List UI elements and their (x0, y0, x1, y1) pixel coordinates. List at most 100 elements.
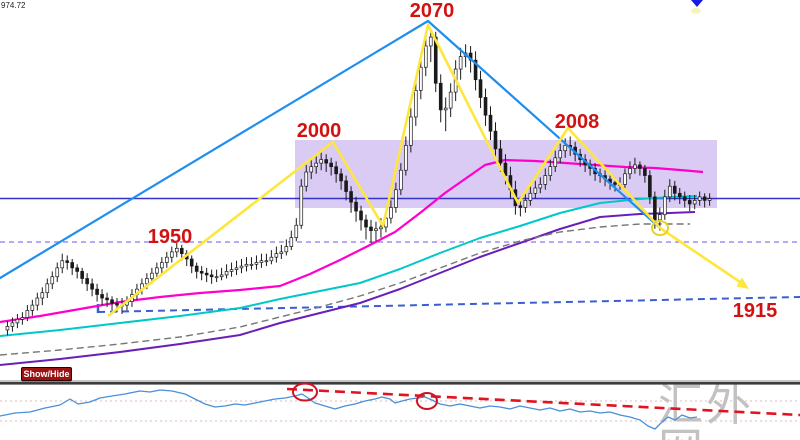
candle-body (284, 246, 289, 253)
candle-body (25, 310, 30, 318)
candle-body (702, 196, 707, 201)
rising-blue (0, 19, 430, 280)
candle-body (349, 191, 353, 203)
candle-body (145, 278, 149, 285)
candle-body (334, 166, 338, 175)
candle-body (548, 166, 553, 176)
candle-body (409, 116, 413, 146)
candle-body (110, 299, 114, 304)
candle-body (533, 187, 538, 194)
candle-body (160, 262, 164, 269)
oscillator-line (0, 389, 698, 430)
candle-body (553, 157, 558, 168)
candle-body (488, 114, 493, 132)
candle-body (672, 185, 677, 194)
candle-body (5, 326, 10, 331)
candle-body (20, 317, 25, 320)
candle-body (65, 260, 70, 263)
candle-body (169, 251, 174, 258)
candle-body (309, 166, 314, 173)
candle-body (528, 192, 533, 201)
show-hide-button[interactable]: Show/Hide (21, 367, 72, 381)
candle-body (40, 292, 45, 299)
candle-body (613, 182, 617, 185)
candle-body (707, 198, 712, 201)
candle-body (399, 169, 403, 191)
candle-body (199, 271, 204, 274)
candle-body (294, 224, 299, 239)
candle-body (155, 267, 159, 274)
candle-body (677, 192, 682, 198)
yellow-smudge (691, 8, 701, 14)
candle-body (179, 247, 184, 254)
candle-body (643, 168, 647, 176)
panel-separator-dark (0, 382, 800, 385)
candle-body (289, 237, 294, 247)
ma-purple (0, 211, 696, 366)
candle-body (563, 145, 568, 152)
candle-body (80, 271, 84, 279)
candle-body (648, 175, 652, 198)
candle-body (209, 274, 214, 278)
candle-body (443, 107, 448, 111)
candle-body (50, 276, 55, 285)
candle-body (314, 162, 319, 168)
candle-body (379, 226, 383, 230)
candle-body (418, 66, 423, 91)
candle-body (264, 260, 269, 263)
candle-body (538, 184, 543, 189)
candle-body (234, 267, 239, 270)
candle-body (438, 82, 443, 111)
candle-body (189, 258, 194, 267)
candle-body (194, 265, 199, 272)
candle-body (633, 164, 637, 169)
candle-body (653, 196, 657, 221)
candle-body (100, 294, 104, 299)
candle-body (663, 196, 667, 215)
candle-body (404, 145, 408, 171)
zigzag-arrow-head (736, 277, 749, 289)
candle-body (473, 59, 478, 81)
candle-body (174, 247, 179, 253)
dashed-level-1915 (97, 296, 800, 313)
candle-body (35, 297, 40, 306)
candle-body (389, 207, 393, 219)
candle-body (95, 288, 99, 295)
candle-body (623, 173, 627, 185)
blue-down-arrow-icon (691, 0, 703, 7)
candle-body (304, 171, 309, 187)
candle-body (150, 272, 154, 279)
candle-body (359, 210, 363, 221)
candle-body (239, 265, 244, 269)
candle-body (249, 263, 254, 266)
candle-body (90, 283, 94, 290)
candle-body (55, 267, 60, 278)
candle-body (697, 196, 702, 201)
candle-body (458, 56, 463, 70)
candle-body (339, 173, 343, 182)
candle-body (244, 263, 249, 267)
candle-body (687, 200, 692, 205)
candle-body (15, 318, 20, 324)
zigzag-arrow-shaft (659, 226, 747, 288)
ma-magenta (0, 158, 704, 324)
price-annotation-2008: 2008 (554, 111, 600, 133)
candle-body (60, 260, 65, 269)
candle-body (70, 262, 74, 269)
candle-body (478, 79, 483, 98)
candle-body (115, 303, 119, 306)
candle-body (493, 130, 498, 150)
touch-highlight-circle (292, 382, 318, 402)
candle-body (224, 271, 229, 276)
price-annotation-1915: 1915 (732, 300, 778, 322)
candle-body (254, 262, 259, 265)
candle-body (658, 214, 662, 221)
ma-cyan (0, 195, 698, 337)
candle-body (394, 189, 398, 208)
candle-body (667, 185, 672, 198)
candle-body (165, 256, 169, 263)
candle-body (523, 200, 528, 208)
candle-body (628, 168, 632, 175)
